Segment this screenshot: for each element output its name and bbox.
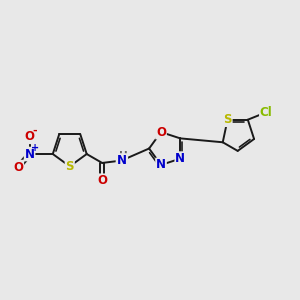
Text: S: S bbox=[223, 113, 232, 126]
Text: H: H bbox=[118, 151, 127, 161]
Text: O: O bbox=[97, 174, 107, 187]
Text: O: O bbox=[13, 160, 23, 174]
Text: O: O bbox=[25, 130, 34, 143]
Text: Cl: Cl bbox=[260, 106, 273, 119]
Text: S: S bbox=[65, 160, 74, 173]
Text: N: N bbox=[116, 154, 127, 167]
Text: N: N bbox=[175, 152, 185, 165]
Text: -: - bbox=[32, 126, 37, 136]
Text: N: N bbox=[25, 148, 34, 160]
Text: O: O bbox=[156, 126, 166, 139]
Text: N: N bbox=[156, 158, 166, 171]
Text: +: + bbox=[31, 143, 39, 153]
